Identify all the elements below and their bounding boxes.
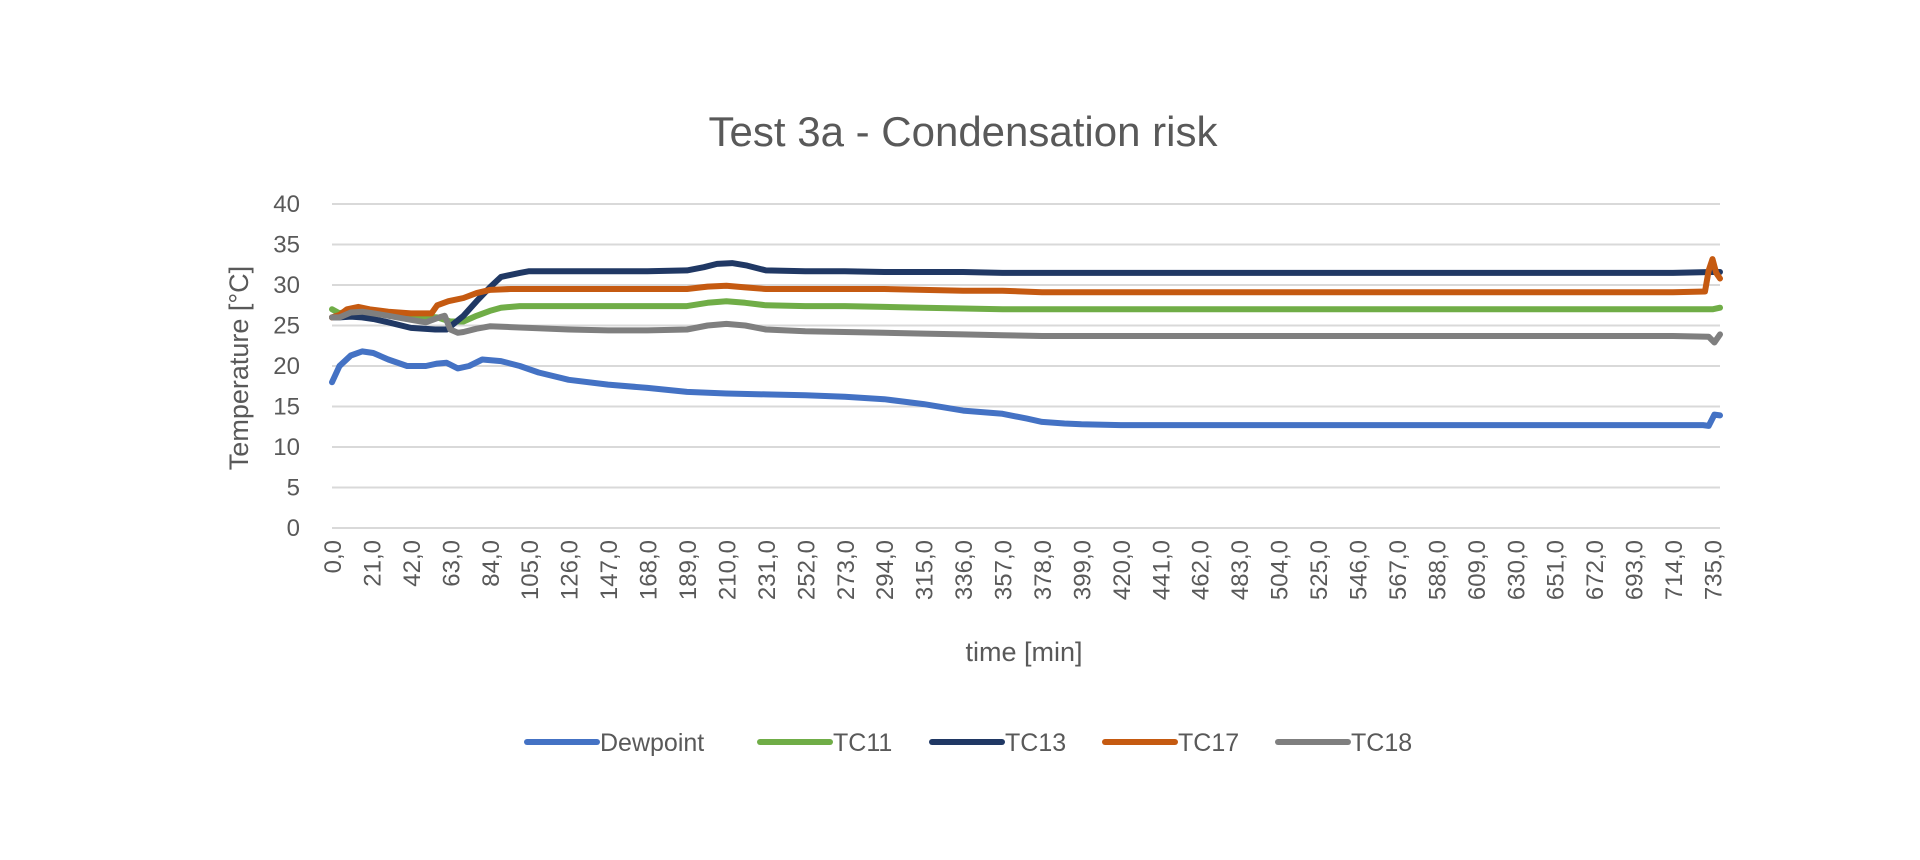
x-tick-label: 378,0 <box>1030 540 1057 600</box>
x-tick-label: 399,0 <box>1069 540 1096 600</box>
x-tick-label: 252,0 <box>793 540 820 600</box>
x-tick-label: 273,0 <box>833 540 860 600</box>
x-tick-label: 546,0 <box>1346 540 1373 600</box>
series-line-tc18 <box>329 308 1723 346</box>
y-axis-ticks: 0 5 10 15 20 25 30 35 40 <box>273 191 300 542</box>
y-tick-label: 20 <box>273 353 300 380</box>
legend-label: Dewpoint <box>600 729 704 757</box>
x-tick-label: 294,0 <box>872 540 899 600</box>
y-tick-label: 0 <box>287 515 300 542</box>
legend-item-tc11: TC11 <box>757 729 892 757</box>
x-tick-label: 42,0 <box>399 540 426 587</box>
x-tick-label: 63,0 <box>438 540 465 587</box>
y-tick-label: 5 <box>287 475 300 502</box>
series-line-tc11 <box>329 298 1723 325</box>
x-axis-title: time [min] <box>965 637 1082 667</box>
chart-title: Test 3a - Condensation risk <box>709 108 1219 155</box>
x-tick-label: 483,0 <box>1227 540 1254 600</box>
x-tick-label: 630,0 <box>1503 540 1530 600</box>
legend: Dewpoint TC11 TC13 TC17 TC18 <box>524 729 1412 757</box>
x-tick-label: 147,0 <box>596 540 623 600</box>
x-axis-ticks: 0,0 21,0 42,0 63,0 84,0 105,0 126,0 147,0 168,0 1… <box>320 540 1727 600</box>
x-tick-label: 210,0 <box>714 540 741 600</box>
x-tick-label: 84,0 <box>478 540 505 587</box>
x-tick-label: 105,0 <box>517 540 544 600</box>
x-tick-label: 672,0 <box>1582 540 1609 600</box>
x-tick-label: 693,0 <box>1622 540 1649 600</box>
x-tick-label: 567,0 <box>1385 540 1412 600</box>
x-tick-label: 357,0 <box>991 540 1018 600</box>
series-lines <box>329 256 1723 429</box>
x-tick-label: 735,0 <box>1700 540 1727 600</box>
x-tick-label: 714,0 <box>1661 540 1688 600</box>
legend-label: TC17 <box>1178 729 1239 757</box>
legend-label: TC13 <box>1005 729 1066 757</box>
series-line-tc13 <box>329 260 1723 333</box>
x-tick-label: 21,0 <box>359 540 386 587</box>
y-tick-label: 30 <box>273 272 300 299</box>
y-tick-label: 25 <box>273 313 300 340</box>
legend-item-tc13: TC13 <box>929 729 1066 757</box>
y-tick-label: 10 <box>273 434 300 461</box>
series-line-dewpoint <box>329 348 1723 429</box>
legend-item-dewpoint: Dewpoint <box>524 729 704 757</box>
x-tick-label: 504,0 <box>1267 540 1294 600</box>
x-tick-label: 462,0 <box>1188 540 1215 600</box>
legend-item-tc18: TC18 <box>1275 729 1412 757</box>
y-tick-label: 15 <box>273 394 300 421</box>
x-tick-label: 651,0 <box>1543 540 1570 600</box>
y-tick-label: 40 <box>273 191 300 218</box>
series-line-tc17 <box>329 256 1723 321</box>
y-tick-label: 35 <box>273 232 300 259</box>
legend-label: TC18 <box>1351 729 1412 757</box>
y-axis-title: Temperature [°C] <box>224 266 254 470</box>
x-tick-label: 609,0 <box>1464 540 1491 600</box>
x-tick-label: 0,0 <box>320 540 347 573</box>
x-tick-label: 231,0 <box>754 540 781 600</box>
x-tick-label: 525,0 <box>1306 540 1333 600</box>
x-tick-label: 336,0 <box>951 540 978 600</box>
x-tick-label: 420,0 <box>1109 540 1136 600</box>
legend-label: TC11 <box>833 729 892 757</box>
x-tick-label: 168,0 <box>636 540 663 600</box>
x-tick-label: 441,0 <box>1148 540 1175 600</box>
x-tick-label: 126,0 <box>557 540 584 600</box>
x-tick-label: 189,0 <box>675 540 702 600</box>
legend-item-tc17: TC17 <box>1102 729 1239 757</box>
x-tick-label: 315,0 <box>912 540 939 600</box>
gridlines <box>332 203 1720 529</box>
x-tick-label: 588,0 <box>1424 540 1451 600</box>
